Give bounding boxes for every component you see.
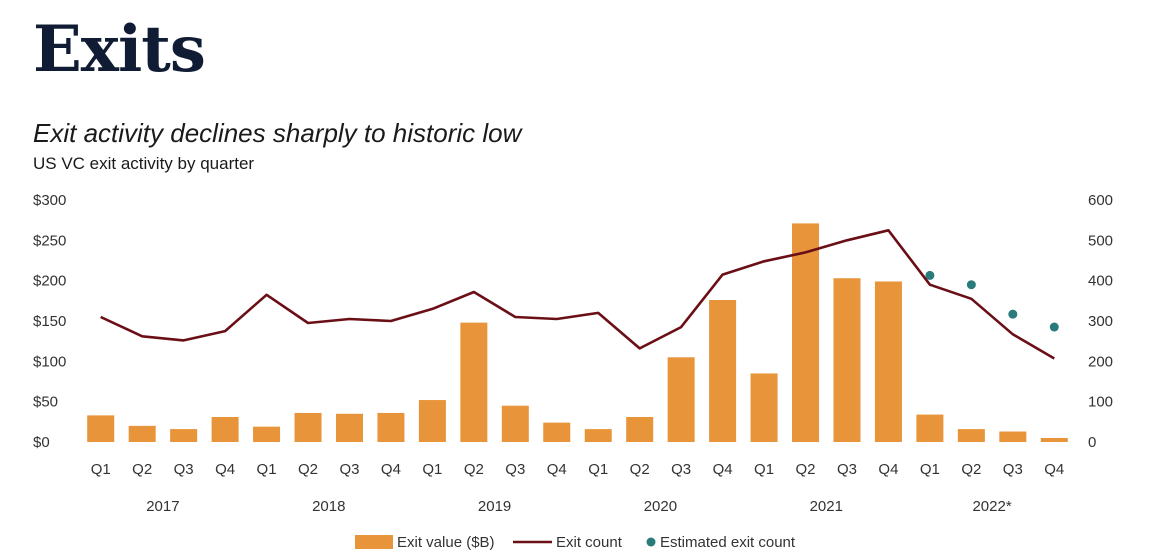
bar: [833, 278, 861, 442]
x-tick-label: Q1: [754, 461, 774, 478]
bar: [87, 415, 115, 442]
year-label: 2019: [478, 498, 511, 515]
x-tick-label: Q1: [588, 461, 608, 478]
bar: [1040, 437, 1068, 442]
right-tick-label: 400: [1088, 273, 1113, 290]
x-tick-label: Q4: [878, 461, 898, 478]
bar: [294, 412, 322, 442]
x-tick-label: Q4: [547, 461, 567, 478]
bar: [128, 425, 156, 442]
legend-line-label: Exit count: [556, 534, 623, 551]
x-tick-label: Q2: [961, 461, 981, 478]
estimated-dot: [1008, 309, 1018, 319]
left-tick-label: $100: [33, 353, 66, 370]
left-tick-label: $50: [33, 394, 58, 411]
x-tick-label: Q4: [713, 461, 733, 478]
bar: [335, 413, 363, 442]
left-tick-label: $0: [33, 434, 50, 451]
bar: [667, 357, 695, 442]
year-labels: 2017 2018 2019 2020 2021 2022*: [146, 498, 1012, 515]
chart-subtitle: US VC exit activity by quarter: [33, 154, 255, 173]
year-label: 2022*: [972, 498, 1011, 515]
bar: [874, 281, 902, 442]
bar: [792, 223, 820, 442]
left-tick-label: $300: [33, 192, 66, 209]
legend-bar-label: Exit value ($B): [397, 534, 495, 551]
bar: [916, 414, 944, 442]
left-tick-label: $250: [33, 232, 66, 249]
x-tick-label: Q3: [174, 461, 194, 478]
legend: Exit value ($B) Exit count Estimated exit …: [355, 534, 796, 551]
right-tick-label: 100: [1088, 394, 1113, 411]
x-tick-label: Q4: [381, 461, 401, 478]
x-tick-label: Q1: [91, 461, 111, 478]
right-tick-label: 0: [1088, 434, 1096, 451]
section-heading: Exits: [33, 12, 206, 87]
x-tick-label: Q3: [837, 461, 857, 478]
right-axis-ticks: 0 100 200 300 400 500 600: [1088, 192, 1113, 451]
bar: [626, 416, 654, 442]
x-tick-label: Q1: [257, 461, 277, 478]
legend-dot-label: Estimated exit count: [660, 534, 796, 551]
bar-series: [87, 223, 1068, 442]
bar: [957, 429, 985, 442]
x-tick-label: Q3: [671, 461, 691, 478]
legend-bar-swatch: [355, 535, 393, 549]
x-tick-label: Q2: [132, 461, 152, 478]
estimated-dot: [925, 270, 935, 280]
bar: [418, 400, 446, 442]
x-tick-label: Q4: [1044, 461, 1064, 478]
estimated-dot: [1049, 322, 1059, 332]
x-tick-label: Q1: [920, 461, 940, 478]
legend-dot-swatch: [646, 537, 656, 547]
year-label: 2021: [810, 498, 843, 515]
bar: [999, 431, 1027, 442]
year-label: 2018: [312, 498, 345, 515]
year-label: 2017: [146, 498, 179, 515]
left-axis-ticks: $0 $50 $100 $150 $200 $250 $300: [33, 192, 66, 451]
estimated-dots: [925, 270, 1059, 332]
bar: [211, 416, 239, 442]
bar: [543, 422, 571, 442]
right-tick-label: 200: [1088, 353, 1113, 370]
x-axis-labels: Q1 Q2 Q3 Q4 Q1 Q2 Q3 Q4 Q1 Q2 Q3 Q4 Q1 Q2 Q3 Q4 Q1 Q2 Q3 Q4…: [91, 461, 1065, 478]
x-tick-label: Q2: [796, 461, 816, 478]
bar: [709, 300, 737, 442]
bar: [253, 426, 281, 442]
x-tick-label: Q3: [339, 461, 359, 478]
x-tick-label: Q3: [505, 461, 525, 478]
x-tick-label: Q1: [422, 461, 442, 478]
right-tick-label: 500: [1088, 232, 1113, 249]
exit-count-line: [100, 229, 1055, 360]
bar: [460, 322, 488, 442]
line-series: [100, 229, 1055, 360]
bar: [501, 405, 529, 442]
bar: [170, 429, 198, 442]
x-tick-label: Q2: [298, 461, 318, 478]
estimated-dot: [966, 280, 976, 290]
right-tick-label: 600: [1088, 192, 1113, 209]
x-tick-label: Q4: [215, 461, 235, 478]
chart-title: Exit activity declines sharply to histor…: [33, 118, 522, 148]
bar: [584, 429, 612, 442]
bar: [750, 373, 778, 442]
bar: [377, 412, 405, 442]
year-label: 2020: [644, 498, 677, 515]
x-tick-label: Q2: [464, 461, 484, 478]
left-tick-label: $200: [33, 273, 66, 290]
x-tick-label: Q2: [630, 461, 650, 478]
x-tick-label: Q3: [1003, 461, 1023, 478]
right-tick-label: 300: [1088, 313, 1113, 330]
left-tick-label: $150: [33, 313, 66, 330]
